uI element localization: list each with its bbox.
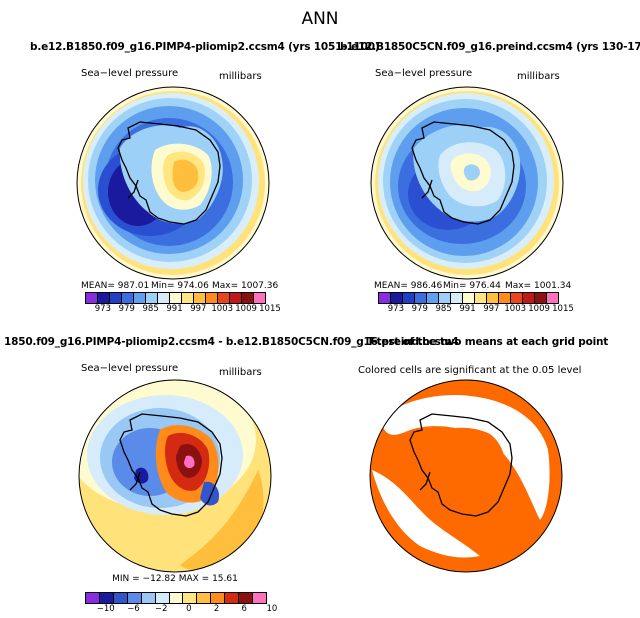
colorbar-tick-label: −2 bbox=[154, 604, 168, 614]
colorbar-swatch bbox=[225, 593, 240, 603]
colorbar-tick-label: 1015 bbox=[259, 304, 281, 314]
panel-4-caption: Colored cells are significant at the 0.0… bbox=[358, 365, 582, 376]
colorbar-swatch bbox=[194, 293, 206, 303]
colorbar-swatch bbox=[146, 293, 158, 303]
colorbar-swatch bbox=[242, 293, 254, 303]
colorbar-swatch bbox=[99, 593, 114, 603]
panel-1-units-label: millibars bbox=[219, 71, 262, 82]
colorbar-swatch bbox=[158, 293, 170, 303]
colorbar-2-ticks: 973 979 985 991 997 1003 1009 1015 bbox=[378, 304, 574, 316]
colorbar-tick-label: 991 bbox=[166, 304, 183, 314]
panel-3-units-label: millibars bbox=[219, 367, 262, 378]
colorbar-swatch bbox=[170, 293, 182, 303]
panel-4-title: T-test of the two means at each grid poi… bbox=[367, 336, 609, 348]
colorbar-swatch bbox=[86, 293, 98, 303]
colorbar-1 bbox=[85, 292, 266, 304]
colorbar-swatch bbox=[182, 293, 194, 303]
panel-1-field-label: Sea−level pressure bbox=[81, 68, 179, 79]
colorbar-tick-label: 973 bbox=[94, 304, 111, 314]
colorbar-3-ticks: −10 −6 −2 0 2 6 10 bbox=[85, 604, 278, 616]
main-title: ANN bbox=[301, 9, 339, 29]
colorbar-tick-label: 991 bbox=[459, 304, 476, 314]
colorbar-swatch bbox=[183, 593, 198, 603]
colorbar-swatch bbox=[415, 293, 427, 303]
colorbar-swatch bbox=[253, 593, 266, 603]
colorbar-tick-label: 1003 bbox=[211, 304, 234, 314]
panel-2-field-label: Sea−level pressure bbox=[375, 68, 473, 79]
colorbar-tick-label: 6 bbox=[241, 604, 247, 614]
colorbar-swatch bbox=[475, 293, 487, 303]
panel-1-title: b.e12.B1850.f09_g16.PIMP4-pliomip2.ccsm4… bbox=[30, 41, 380, 53]
colorbar-tick-label: −10 bbox=[96, 604, 115, 614]
panel-1-max: Max= 1007.36 bbox=[212, 281, 279, 291]
colorbar-swatch bbox=[113, 593, 128, 603]
colorbar-swatch bbox=[379, 293, 391, 303]
colorbar-tick-label: 997 bbox=[190, 304, 207, 314]
colorbar-swatch bbox=[197, 593, 212, 603]
colorbar-tick-label: 1015 bbox=[552, 304, 574, 314]
colorbar-swatch bbox=[206, 293, 218, 303]
colorbar-swatch bbox=[547, 293, 558, 303]
colorbar-swatch bbox=[463, 293, 475, 303]
panel-2-units-label: millibars bbox=[517, 71, 560, 82]
panel-1-min: Min= 974.06 bbox=[151, 281, 209, 291]
panel-3-field-label: Sea−level pressure bbox=[81, 363, 179, 374]
colorbar-tick-label: 979 bbox=[118, 304, 135, 314]
colorbar-tick-label: 1009 bbox=[235, 304, 257, 314]
colorbar-tick-label: 1003 bbox=[504, 304, 527, 314]
colorbar-tick-label: 0 bbox=[186, 604, 192, 614]
colorbar-swatch bbox=[127, 593, 142, 603]
colorbar-1-ticks: 973 979 985 991 997 1003 1009 1015 bbox=[85, 304, 281, 316]
colorbar-tick-label: 985 bbox=[142, 304, 159, 314]
colorbar-tick-label: 997 bbox=[483, 304, 500, 314]
colorbar-swatch bbox=[499, 293, 511, 303]
colorbar-swatch bbox=[523, 293, 535, 303]
colorbar-swatch bbox=[211, 593, 226, 603]
colorbar-swatch bbox=[439, 293, 451, 303]
colorbar-swatch bbox=[535, 293, 547, 303]
colorbar-tick-label: 973 bbox=[387, 304, 404, 314]
panel-2-max: Max= 1001.34 bbox=[505, 281, 572, 291]
colorbar-swatch bbox=[110, 293, 122, 303]
colorbar-swatch bbox=[230, 293, 242, 303]
colorbar-swatch bbox=[134, 293, 146, 303]
panel-3-minmax: MIN = −12.82 MAX = 15.61 bbox=[112, 574, 238, 584]
colorbar-swatch bbox=[155, 593, 170, 603]
colorbar-swatch bbox=[141, 593, 156, 603]
colorbar-tick-label: 10 bbox=[266, 604, 278, 614]
colorbar-tick-label: 2 bbox=[213, 604, 220, 614]
colorbar-swatch bbox=[239, 593, 254, 603]
panel-2-mean: MEAN= 986.46 bbox=[374, 281, 443, 291]
colorbar-swatch bbox=[403, 293, 415, 303]
panel-2-min: Min= 976.44 bbox=[443, 281, 501, 291]
colorbar-tick-label: 985 bbox=[435, 304, 452, 314]
colorbar-swatch bbox=[511, 293, 523, 303]
panel-3-title: 1850.f09_g16.PIMP4-pliomip2.ccsm4 - b.e1… bbox=[4, 336, 459, 348]
colorbar-tick-label: −6 bbox=[127, 604, 140, 614]
colorbar-swatch bbox=[487, 293, 499, 303]
colorbar-swatch bbox=[169, 593, 184, 603]
colorbar-tick-label: 979 bbox=[411, 304, 428, 314]
colorbar-swatch bbox=[86, 593, 100, 603]
colorbar-swatch bbox=[451, 293, 463, 303]
colorbar-3 bbox=[85, 592, 267, 604]
panel-2-title: b.e12.B1850C5CN.f09_g16.preind.ccsm4 (yr… bbox=[340, 41, 640, 53]
colorbar-swatch bbox=[122, 293, 134, 303]
colorbar-swatch bbox=[218, 293, 230, 303]
colorbar-swatch bbox=[391, 293, 403, 303]
colorbar-tick-label: 1009 bbox=[528, 304, 550, 314]
panel-1-mean: MEAN= 987.01 bbox=[81, 281, 150, 291]
colorbar-swatch bbox=[427, 293, 439, 303]
colorbar-2 bbox=[378, 292, 559, 304]
colorbar-swatch bbox=[98, 293, 110, 303]
colorbar-swatch bbox=[254, 293, 265, 303]
